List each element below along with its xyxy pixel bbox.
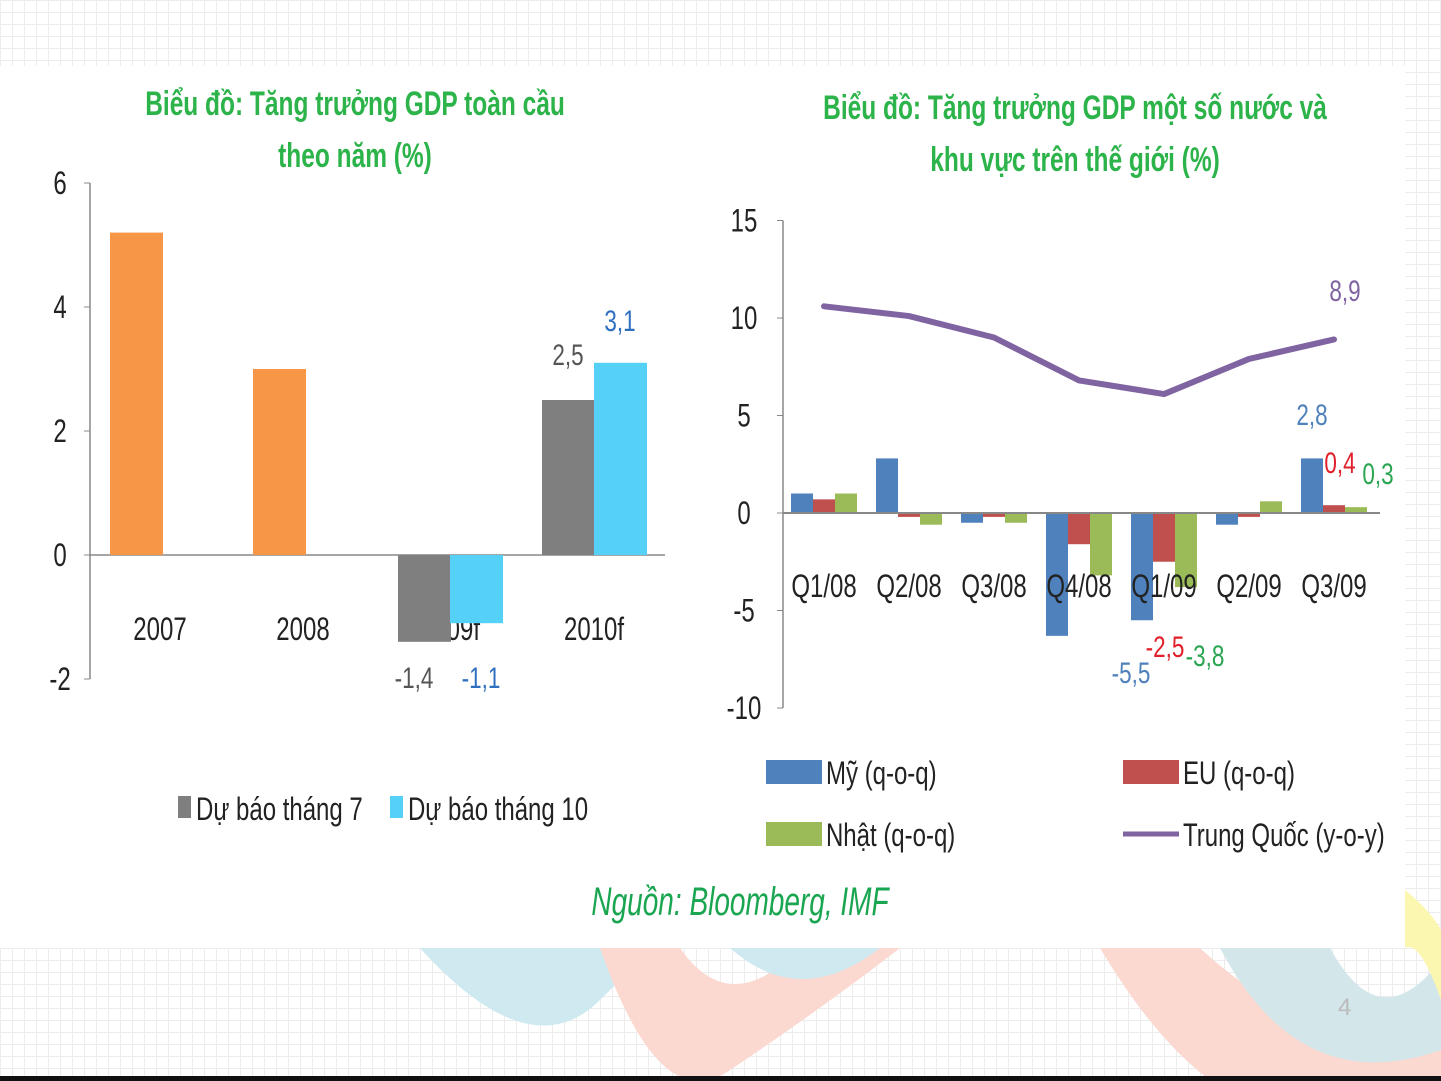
swoosh-yellow xyxy=(1405,890,1441,1000)
right-y-tick-label: 15 xyxy=(731,202,758,238)
left-chart-title-line1: Biểu đồ: Tăng trưởng GDP toàn cầu xyxy=(145,85,565,123)
swoosh-blue-1 xyxy=(420,948,660,1026)
left-y-tick-label: 2 xyxy=(53,413,66,449)
left-bar-forecast-july xyxy=(398,555,451,642)
right-y-tick-label: 5 xyxy=(737,397,750,433)
right-bar-us xyxy=(961,513,983,523)
left-bar-actual xyxy=(253,369,306,555)
right-bar-eu xyxy=(983,513,1005,517)
right-x-category-label: Q2/09 xyxy=(1216,568,1281,604)
right-line-china-point xyxy=(1333,338,1335,341)
right-bar-us xyxy=(1046,513,1068,636)
right-bar-japan xyxy=(1260,501,1282,513)
right-legend-label: Trung Quốc (y-o-y) xyxy=(1183,817,1385,853)
right-chart-title-line1: Biểu đồ: Tăng trưởng GDP một số nước và xyxy=(823,89,1327,127)
right-line-china-point xyxy=(1248,357,1250,360)
left-bar-forecast-oct xyxy=(450,555,503,624)
right-y-tick-label: 0 xyxy=(737,495,750,531)
right-line-china-point xyxy=(1078,379,1080,382)
right-data-label: 8,9 xyxy=(1329,274,1360,308)
right-bar-us xyxy=(876,458,898,513)
right-x-category-label: Q1/09 xyxy=(1131,568,1196,604)
right-legend-label: Nhật (q-o-q) xyxy=(826,817,955,853)
left-x-category-label: 2010f xyxy=(564,611,624,647)
left-y-tick-label: 4 xyxy=(53,289,66,325)
right-legend-swatch xyxy=(766,760,822,784)
right-bar-eu xyxy=(813,499,835,513)
swoosh-blue-3 xyxy=(1220,948,1441,1063)
left-y-tick-label: -2 xyxy=(49,661,70,697)
right-bar-japan xyxy=(1175,513,1197,588)
left-bar-forecast-oct xyxy=(594,362,647,555)
right-chart-title-line2: khu vực trên thế giới (%) xyxy=(930,141,1220,179)
right-data-label: 0,3 xyxy=(1362,457,1393,491)
right-bar-us xyxy=(1216,513,1238,525)
right-data-label: -3,8 xyxy=(1186,639,1225,673)
left-data-label: 3,1 xyxy=(604,304,635,338)
content-panel xyxy=(0,66,1405,948)
right-x-category-label: Q1/08 xyxy=(791,568,856,604)
legend-label-oct: Dự báo tháng 10 xyxy=(408,791,588,827)
left-data-label: -1,1 xyxy=(462,661,501,695)
right-bar-us xyxy=(1301,458,1323,513)
right-bar-us xyxy=(791,493,813,513)
source-note: Nguồn: Bloomberg, IMF xyxy=(591,880,889,924)
right-x-category-label: Q3/08 xyxy=(961,568,1026,604)
right-x-category-label: Q2/08 xyxy=(876,568,941,604)
right-line-china-point xyxy=(993,336,995,339)
legend-swatch-july xyxy=(178,796,191,818)
left-data-label: 2,5 xyxy=(552,338,583,372)
legend-label-july: Dự báo tháng 7 xyxy=(196,791,363,827)
right-bar-eu xyxy=(1068,513,1090,545)
right-line-china-point xyxy=(908,315,910,318)
right-data-label: -2,5 xyxy=(1146,630,1185,664)
right-legend-label: EU (q-o-q) xyxy=(1183,755,1295,791)
right-data-label: -5,5 xyxy=(1112,656,1151,690)
left-x-category-label: 2007 xyxy=(133,611,186,647)
right-bar-japan xyxy=(920,513,942,525)
right-legend-swatch xyxy=(766,822,822,846)
right-chart-title: Biểu đồ: Tăng trưởng GDP một số nước và … xyxy=(819,82,1330,186)
right-legend-label: Mỹ (q-o-q) xyxy=(826,755,937,791)
right-bar-japan xyxy=(1090,513,1112,576)
swoosh-red-1 xyxy=(600,948,900,1081)
left-bar-actual xyxy=(110,232,163,555)
left-data-label: -1,4 xyxy=(395,661,434,695)
swoosh-blue-2 xyxy=(730,948,880,979)
right-bar-eu xyxy=(1323,505,1345,513)
right-bar-eu xyxy=(1238,513,1260,517)
right-bar-eu xyxy=(1153,513,1175,562)
right-bar-eu xyxy=(898,513,920,517)
right-data-label: 2,8 xyxy=(1296,398,1327,432)
right-y-tick-label: -5 xyxy=(733,592,754,628)
right-line-china-point xyxy=(1163,393,1165,396)
right-line-china-point xyxy=(823,305,825,308)
left-y-tick-label: 0 xyxy=(53,537,66,573)
left-chart-title: Biểu đồ: Tăng trưởng GDP toàn cầu theo n… xyxy=(139,78,571,182)
right-y-tick-label: -10 xyxy=(727,690,762,726)
right-bar-us xyxy=(1131,513,1153,621)
left-x-category-label: 2008 xyxy=(276,611,329,647)
right-x-category-label: Q3/09 xyxy=(1301,568,1366,604)
right-bar-japan xyxy=(835,493,857,513)
legend-swatch-oct xyxy=(390,796,403,818)
right-x-category-label: Q4/08 xyxy=(1046,568,1111,604)
right-bar-japan xyxy=(1005,513,1027,523)
left-y-tick-label: 6 xyxy=(53,165,66,201)
right-y-tick-label: 10 xyxy=(731,300,758,336)
left-chart-title-line2: theo năm (%) xyxy=(278,137,432,175)
right-data-label: 0,4 xyxy=(1324,446,1355,480)
bottom-border xyxy=(0,1076,1441,1081)
page-number: 4 xyxy=(1338,994,1352,1021)
right-bar-japan xyxy=(1345,507,1367,513)
right-legend-swatch xyxy=(1123,760,1179,784)
left-bar-forecast-july xyxy=(542,400,595,555)
